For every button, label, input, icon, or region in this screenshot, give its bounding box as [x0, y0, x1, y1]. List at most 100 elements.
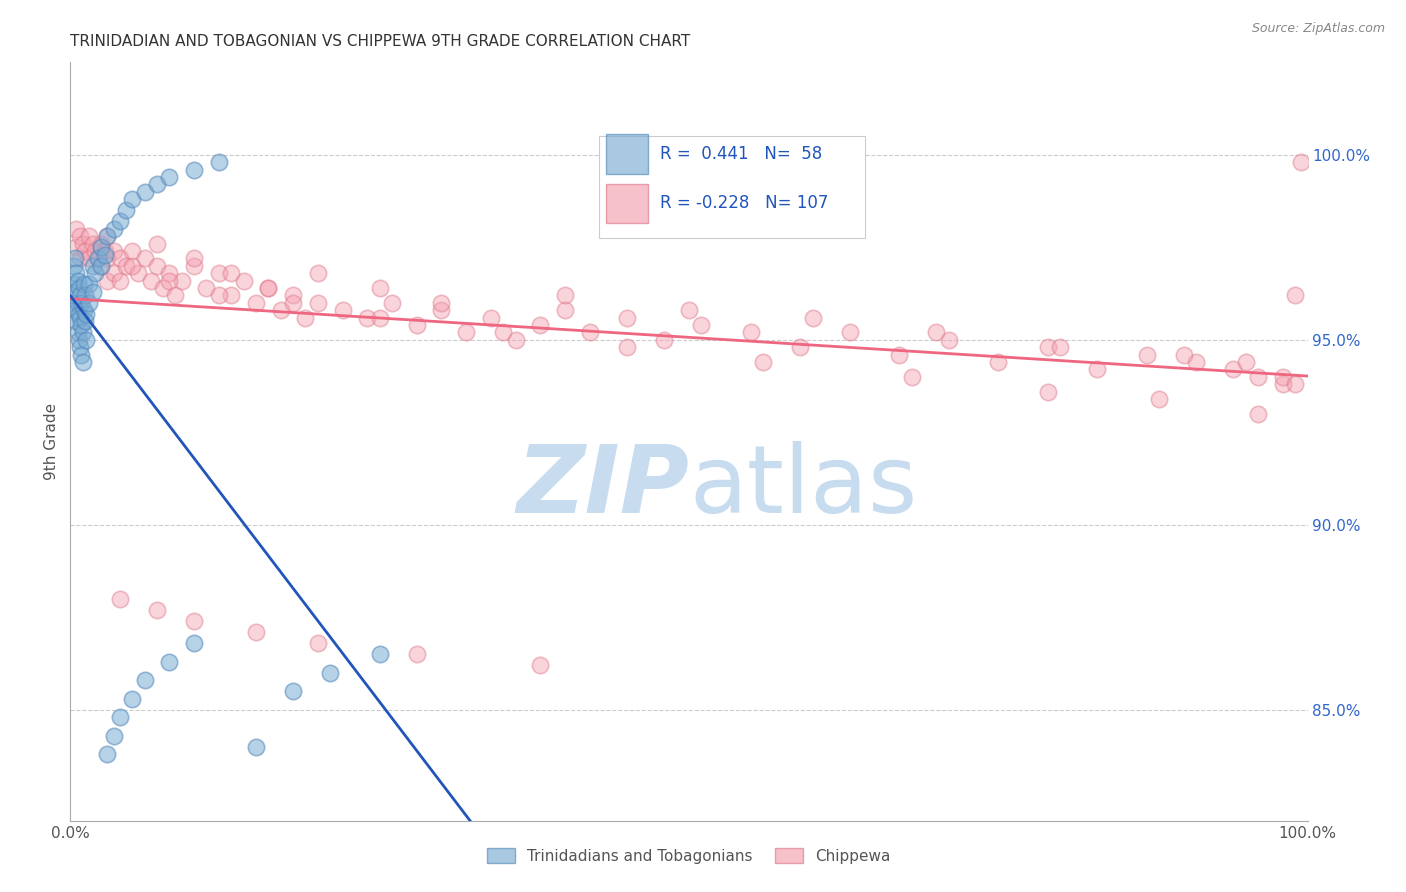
Point: [801, 310, 824, 325]
Y-axis label: 9th Grade: 9th Grade: [44, 403, 59, 480]
Point: [529, 318, 551, 332]
FancyBboxPatch shape: [599, 136, 865, 238]
Point: [90, 236, 112, 251]
Point: [307, 636, 329, 650]
Point: [195, 281, 218, 295]
Point: [245, 625, 267, 640]
Point: [208, 288, 231, 302]
Point: [1136, 348, 1159, 362]
Point: [65, 314, 87, 328]
Point: [67, 307, 90, 321]
Point: [96, 252, 118, 266]
Point: [66, 274, 89, 288]
Point: [789, 340, 811, 354]
Point: [152, 281, 174, 295]
FancyBboxPatch shape: [606, 184, 648, 223]
Point: [69, 310, 91, 325]
Point: [1036, 340, 1059, 354]
Point: [183, 614, 205, 628]
Point: [108, 710, 131, 724]
Point: [77, 229, 100, 244]
Point: [889, 348, 911, 362]
Point: [108, 274, 131, 288]
Point: [368, 647, 391, 661]
Point: [157, 170, 180, 185]
Point: [456, 326, 478, 340]
Point: [838, 326, 860, 340]
Point: [90, 240, 112, 254]
Text: R =  0.441   N=  58: R = 0.441 N= 58: [661, 145, 823, 163]
Point: [146, 603, 169, 617]
Point: [219, 266, 242, 280]
Point: [90, 240, 112, 254]
Point: [103, 222, 125, 236]
Point: [82, 259, 104, 273]
Point: [257, 281, 280, 295]
Point: [479, 310, 502, 325]
Point: [73, 303, 96, 318]
Point: [165, 288, 187, 302]
Point: [1271, 377, 1294, 392]
Point: [69, 229, 91, 244]
Point: [72, 355, 94, 369]
Point: [381, 296, 404, 310]
Point: [925, 326, 948, 340]
Point: [75, 307, 97, 321]
Point: [127, 266, 149, 280]
Point: [146, 236, 169, 251]
Point: [77, 277, 100, 292]
Point: [690, 318, 713, 332]
Point: [121, 691, 143, 706]
Point: [430, 296, 453, 310]
Point: [1222, 362, 1244, 376]
Point: [121, 244, 143, 258]
Point: [492, 326, 515, 340]
Point: [134, 673, 156, 687]
Point: [103, 244, 125, 258]
Point: [65, 240, 87, 254]
Point: [66, 296, 89, 310]
Point: [108, 591, 131, 606]
Point: [368, 281, 391, 295]
Point: [678, 303, 700, 318]
Point: [69, 288, 91, 302]
Point: [121, 192, 143, 206]
Point: [281, 684, 304, 698]
FancyBboxPatch shape: [606, 135, 648, 174]
Point: [134, 185, 156, 199]
Point: [103, 729, 125, 743]
Point: [579, 326, 602, 340]
Point: [66, 326, 89, 340]
Point: [146, 178, 169, 192]
Point: [70, 296, 93, 310]
Point: [90, 259, 112, 273]
Point: [270, 303, 292, 318]
Point: [652, 333, 675, 347]
Point: [94, 244, 117, 258]
Point: [84, 266, 107, 280]
Text: atlas: atlas: [689, 441, 917, 533]
Point: [108, 252, 131, 266]
Point: [67, 281, 90, 295]
Point: [77, 296, 100, 310]
Point: [75, 288, 97, 302]
Point: [740, 326, 762, 340]
Point: [62, 296, 84, 310]
Point: [108, 214, 131, 228]
Point: [281, 288, 304, 302]
Point: [86, 252, 108, 266]
Point: [529, 658, 551, 673]
Point: [405, 318, 427, 332]
Point: [170, 274, 193, 288]
Point: [752, 355, 775, 369]
Point: [332, 303, 354, 318]
Point: [208, 155, 231, 169]
Point: [294, 310, 316, 325]
Point: [281, 296, 304, 310]
Point: [75, 333, 97, 347]
Point: [1185, 355, 1208, 369]
Point: [1049, 340, 1071, 354]
Point: [96, 274, 118, 288]
Point: [245, 739, 267, 754]
Point: [82, 285, 104, 299]
